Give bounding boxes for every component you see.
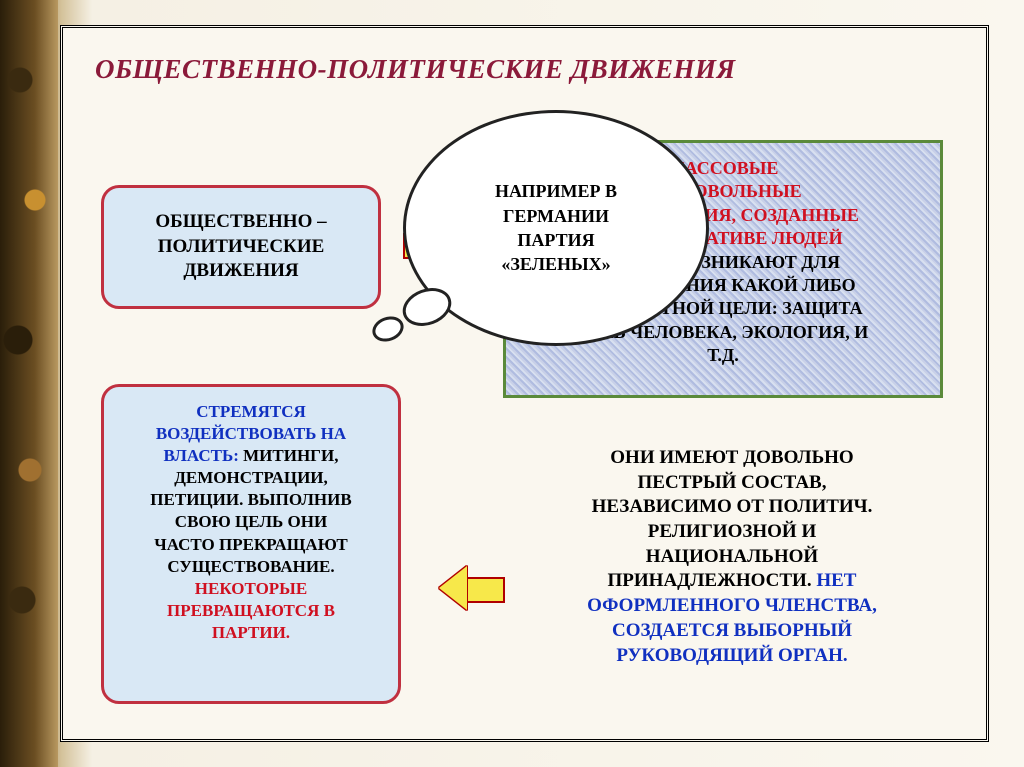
topic-label-box: ОБЩЕСТВЕННО –ПОЛИТИЧЕСКИЕДВИЖЕНИЯ [101, 185, 381, 309]
speech-tail-icon [397, 282, 456, 333]
slide-frame: ОБЩЕСТВЕННО-ПОЛИТИЧЕСКИЕ ДВИЖЕНИЯ МАССОВ… [0, 0, 1024, 767]
influence-box: СТРЕМЯТСЯВОЗДЕЙСТВОВАТЬ НАВЛАСТЬ: МИТИНГ… [101, 384, 401, 704]
example-text: НАПРИМЕР ВГЕРМАНИИПАРТИЯ«ЗЕЛЕНЫХ» [433, 179, 679, 276]
composition-box: ОНИ ИМЕЮТ ДОВОЛЬНОПЕСТРЫЙ СОСТАВ,НЕЗАВИС… [533, 432, 931, 710]
example-callout: НАПРИМЕР ВГЕРМАНИИПАРТИЯ«ЗЕЛЕНЫХ» [403, 110, 709, 346]
topic-label: ОБЩЕСТВЕННО –ПОЛИТИЧЕСКИЕДВИЖЕНИЯ [155, 210, 326, 284]
decorative-left-strip [0, 0, 58, 767]
slide-panel: ОБЩЕСТВЕННО-ПОЛИТИЧЕСКИЕ ДВИЖЕНИЯ МАССОВ… [60, 25, 989, 742]
slide-title: ОБЩЕСТВЕННО-ПОЛИТИЧЕСКИЕ ДВИЖЕНИЯ [95, 54, 960, 85]
arrow-left-icon [437, 568, 505, 608]
speech-tail-icon [369, 312, 407, 345]
